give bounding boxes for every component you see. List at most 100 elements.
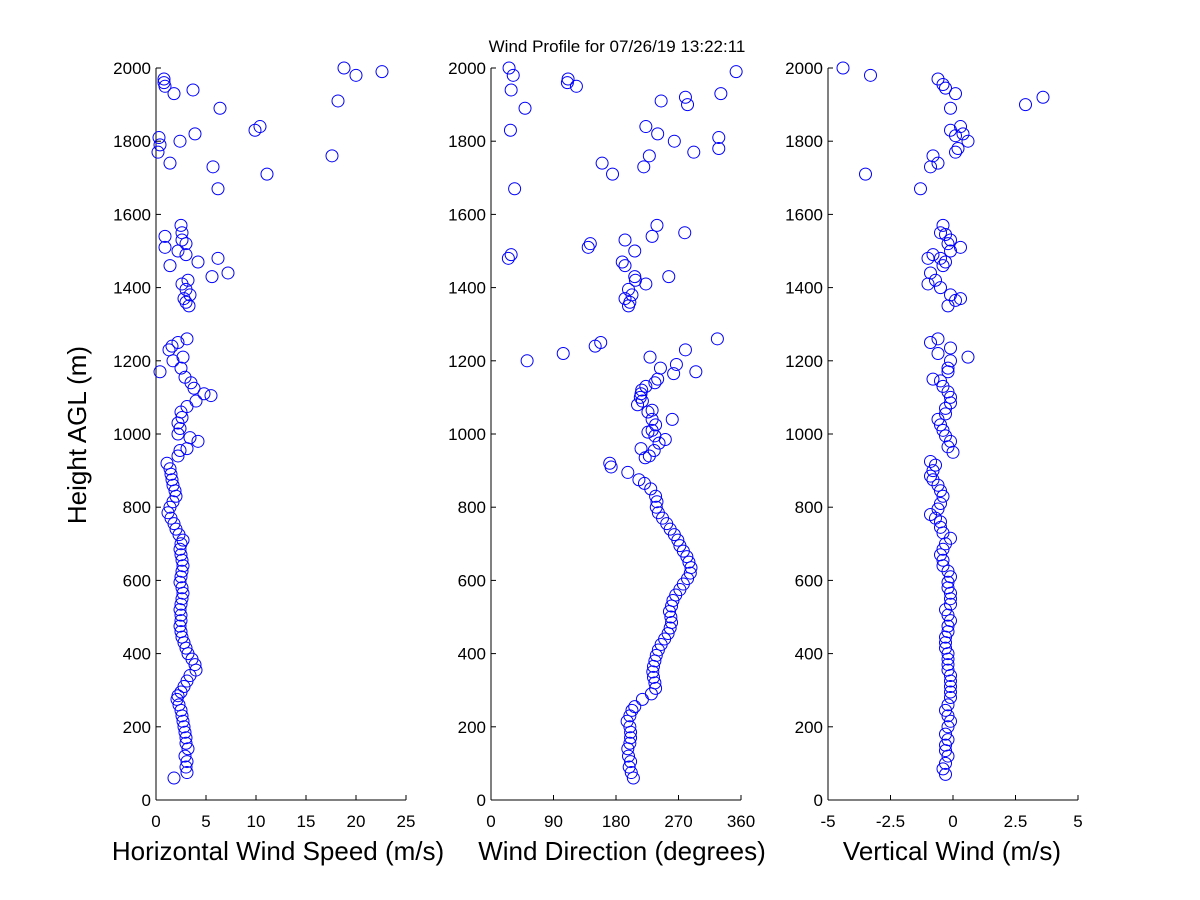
data-point xyxy=(175,564,189,578)
data-point xyxy=(934,484,947,498)
y-tick-label: 1200 xyxy=(448,352,486,371)
data-point xyxy=(941,720,955,734)
data-point xyxy=(645,403,659,417)
data-point xyxy=(594,336,608,349)
data-point xyxy=(624,755,638,769)
data-point xyxy=(664,610,678,624)
data-point xyxy=(926,248,940,262)
data-point xyxy=(961,350,975,364)
data-point xyxy=(172,698,186,712)
data-point xyxy=(951,142,965,156)
data-point xyxy=(161,506,175,520)
data-point xyxy=(637,160,651,174)
data-point xyxy=(177,720,191,734)
data-point xyxy=(934,418,947,432)
y-tick-label: 1400 xyxy=(448,279,486,298)
data-point xyxy=(864,68,877,82)
data-point xyxy=(651,127,665,141)
data-point xyxy=(926,149,940,163)
data-point xyxy=(349,68,363,82)
data-point xyxy=(936,542,950,556)
x-tick-label: 5 xyxy=(201,812,210,831)
data-point xyxy=(678,226,692,240)
x-axis-label: Vertical Wind (m/s) xyxy=(843,836,1061,866)
data-point xyxy=(169,522,183,536)
data-point xyxy=(171,427,185,441)
data-point xyxy=(206,160,220,174)
x-tick-label: 0 xyxy=(151,812,160,831)
data-point xyxy=(171,689,185,703)
figure-title: Wind Profile for 07/26/19 13:22:11 xyxy=(489,37,746,56)
data-point xyxy=(174,614,188,628)
data-point xyxy=(178,749,192,763)
data-point xyxy=(181,273,195,287)
data-point xyxy=(174,625,188,639)
data-point xyxy=(941,733,955,747)
data-point xyxy=(581,240,595,254)
data-point xyxy=(678,90,692,104)
data-point xyxy=(682,555,696,569)
data-point xyxy=(174,570,188,584)
data-point xyxy=(683,566,697,580)
data-point xyxy=(644,687,658,701)
data-point xyxy=(939,81,952,95)
data-point xyxy=(924,336,937,349)
data-point xyxy=(158,229,172,243)
y-tick-label: 1200 xyxy=(113,352,151,371)
data-point xyxy=(595,156,609,170)
data-point xyxy=(211,182,225,196)
data-point xyxy=(924,160,937,174)
y-tick-label: 600 xyxy=(123,571,151,590)
data-point xyxy=(944,592,957,606)
data-point xyxy=(934,226,947,240)
data-point xyxy=(167,771,181,785)
data-point xyxy=(944,341,957,355)
data-point xyxy=(174,537,188,551)
data-point xyxy=(625,703,639,717)
data-point xyxy=(171,449,185,463)
data-point xyxy=(649,681,663,695)
data-point xyxy=(944,674,957,688)
data-point xyxy=(174,608,188,622)
y-tick-label: 1000 xyxy=(113,425,151,444)
data-point xyxy=(157,72,171,86)
data-point xyxy=(179,736,193,750)
y-tick-label: 200 xyxy=(795,718,823,737)
data-point xyxy=(939,727,952,741)
data-point xyxy=(642,149,656,163)
data-point xyxy=(152,131,166,145)
data-point xyxy=(954,292,967,306)
data-point xyxy=(624,731,638,745)
data-point xyxy=(504,248,518,262)
data-points xyxy=(836,61,1050,781)
data-point xyxy=(503,123,517,137)
y-tick-label: 1400 xyxy=(785,279,823,298)
data-point xyxy=(151,145,165,159)
data-point xyxy=(569,79,583,93)
y-tick-label: 600 xyxy=(795,571,823,590)
data-point xyxy=(253,120,267,134)
data-point xyxy=(175,226,189,240)
data-point xyxy=(944,354,957,368)
data-point xyxy=(502,61,516,75)
data-point xyxy=(944,101,957,115)
data-point xyxy=(163,156,177,170)
data-point xyxy=(197,387,211,401)
data-point xyxy=(628,700,642,714)
data-point xyxy=(179,731,193,745)
data-point xyxy=(961,134,975,148)
data-point xyxy=(669,357,683,371)
data-point xyxy=(647,670,660,684)
data-point xyxy=(645,229,659,243)
data-point xyxy=(646,665,660,679)
data-point xyxy=(175,630,189,644)
data-point xyxy=(175,581,189,595)
data-point xyxy=(160,456,174,470)
data-point xyxy=(859,167,872,181)
data-point xyxy=(936,762,950,776)
data-point xyxy=(712,131,726,145)
data-point xyxy=(941,658,955,672)
data-point xyxy=(181,742,195,756)
y-tick-label: 1600 xyxy=(113,205,151,224)
data-point xyxy=(649,500,663,514)
